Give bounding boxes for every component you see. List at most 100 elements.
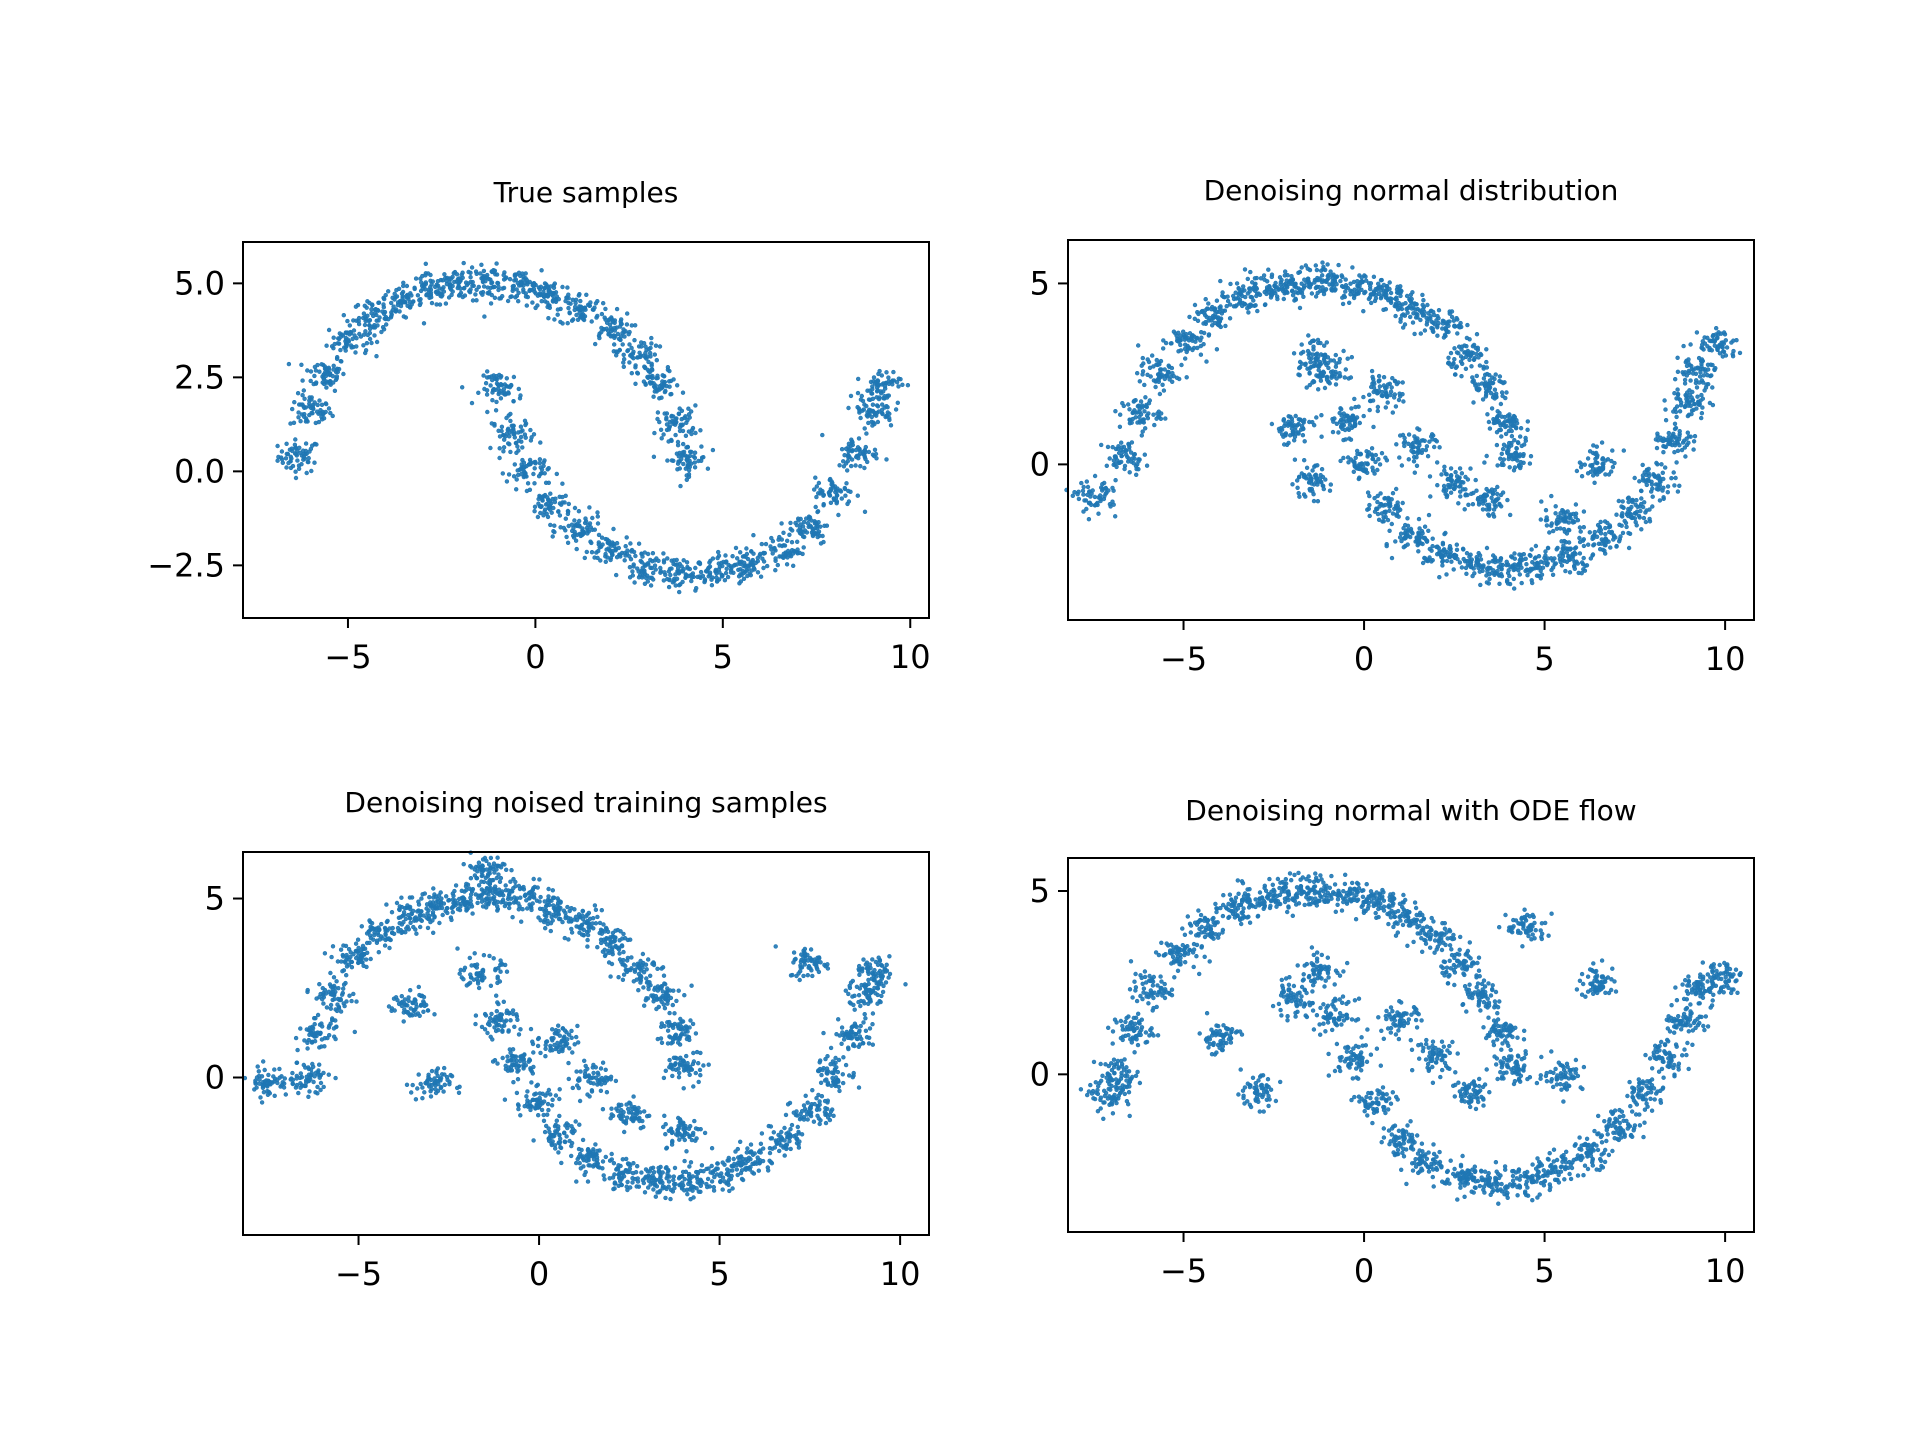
scatter-point	[293, 475, 299, 481]
scatter-point	[1481, 376, 1487, 381]
scatter-point	[365, 299, 370, 304]
scatter-point	[866, 412, 871, 418]
scatter-point	[553, 496, 558, 501]
scatter-point	[354, 955, 359, 961]
scatter-point	[636, 575, 642, 580]
scatter-point	[1324, 277, 1330, 283]
scatter-point	[301, 388, 306, 393]
scatter-point	[1416, 538, 1422, 543]
scatter-point	[1475, 345, 1481, 350]
scatter-point	[558, 306, 563, 312]
scatter-point	[1497, 427, 1502, 433]
scatter-point	[1420, 292, 1425, 298]
scatter-point	[1317, 359, 1323, 365]
scatter-point	[411, 299, 416, 304]
scatter-point	[539, 268, 544, 273]
scatter-point	[449, 292, 454, 298]
scatter-point	[621, 352, 626, 357]
scatter-point	[1375, 467, 1380, 473]
scatter-point	[1348, 281, 1353, 286]
scatter-point	[1448, 350, 1454, 356]
scatter-point	[352, 1029, 357, 1035]
scatter-point	[1326, 365, 1331, 371]
scatter-point	[1672, 421, 1678, 426]
scatter-point	[640, 565, 645, 571]
scatter-point	[843, 446, 849, 451]
scatter-point	[617, 347, 622, 353]
scatter-point	[1420, 560, 1426, 566]
scatter-point	[480, 279, 486, 284]
scatter-point	[1632, 475, 1637, 481]
scatter-point	[633, 381, 638, 386]
scatter-point	[518, 429, 524, 434]
scatter-point	[1426, 528, 1431, 533]
scatter-point	[488, 383, 493, 388]
scatter-point	[1292, 457, 1298, 462]
scatter-point	[1346, 460, 1351, 465]
scatter-point	[1680, 370, 1685, 375]
scatter-point	[673, 562, 678, 567]
scatter-point	[1366, 506, 1372, 511]
scatter-point	[698, 428, 703, 433]
scatter-point	[668, 392, 673, 397]
scatter-point	[1315, 290, 1320, 296]
scatter-point	[1351, 295, 1357, 301]
y-tick-label: −2.5	[147, 546, 225, 584]
scatter-point	[1620, 530, 1626, 536]
scatter-point	[609, 315, 614, 320]
scatter-point	[1321, 291, 1327, 297]
scatter-point	[690, 425, 696, 431]
scatter-point	[1411, 305, 1416, 310]
scatter-point	[1310, 420, 1315, 425]
scatter-point	[1688, 378, 1693, 383]
scatter-point	[775, 562, 780, 568]
scatter-point	[333, 1075, 338, 1081]
scatter-point	[1596, 528, 1602, 534]
scatter-point	[846, 405, 851, 411]
scatter-point	[589, 549, 595, 555]
scatter-point	[1655, 475, 1660, 481]
scatter-point	[335, 1002, 340, 1007]
scatter-point	[613, 353, 619, 358]
scatter-point	[617, 552, 622, 557]
scatter-point	[494, 377, 499, 382]
scatter-point	[1715, 332, 1721, 337]
scatter-point	[1532, 556, 1538, 561]
scatter-point	[652, 352, 657, 357]
scatter-point	[1593, 460, 1598, 465]
scatter-point	[1600, 457, 1605, 462]
scatter-point	[794, 522, 800, 528]
scatter-point	[1115, 458, 1120, 463]
scatter-point	[396, 928, 401, 934]
scatter-point	[546, 290, 551, 295]
scatter-point	[650, 375, 655, 381]
scatter-point	[635, 355, 640, 360]
scatter-point	[333, 985, 338, 991]
scatter-point	[894, 380, 900, 385]
scatter-point	[1462, 507, 1467, 512]
scatter-point	[1677, 397, 1683, 402]
scatter-point	[1356, 476, 1362, 482]
scatter-point	[355, 937, 361, 942]
scatter-point	[481, 373, 486, 378]
scatter-point	[683, 466, 688, 471]
scatter-point	[1300, 433, 1306, 438]
scatter-point	[326, 1072, 331, 1077]
scatter-point	[315, 1012, 321, 1018]
scatter-point	[636, 344, 642, 349]
scatter-point	[1092, 473, 1098, 479]
scatter-point	[1459, 344, 1465, 349]
scatter-point	[1338, 278, 1343, 284]
scatter-point	[628, 541, 633, 546]
scatter-point	[344, 999, 349, 1004]
scatter-point	[1281, 417, 1287, 422]
scatter-point	[577, 304, 582, 309]
scatter-point	[1543, 508, 1549, 513]
scatter-point	[737, 550, 743, 555]
scatter-point	[1281, 442, 1287, 447]
scatter-point	[533, 461, 538, 466]
scatter-point	[1737, 350, 1743, 356]
scatter-point	[1319, 273, 1325, 278]
scatter-point	[1117, 424, 1123, 429]
scatter-point	[485, 375, 490, 380]
